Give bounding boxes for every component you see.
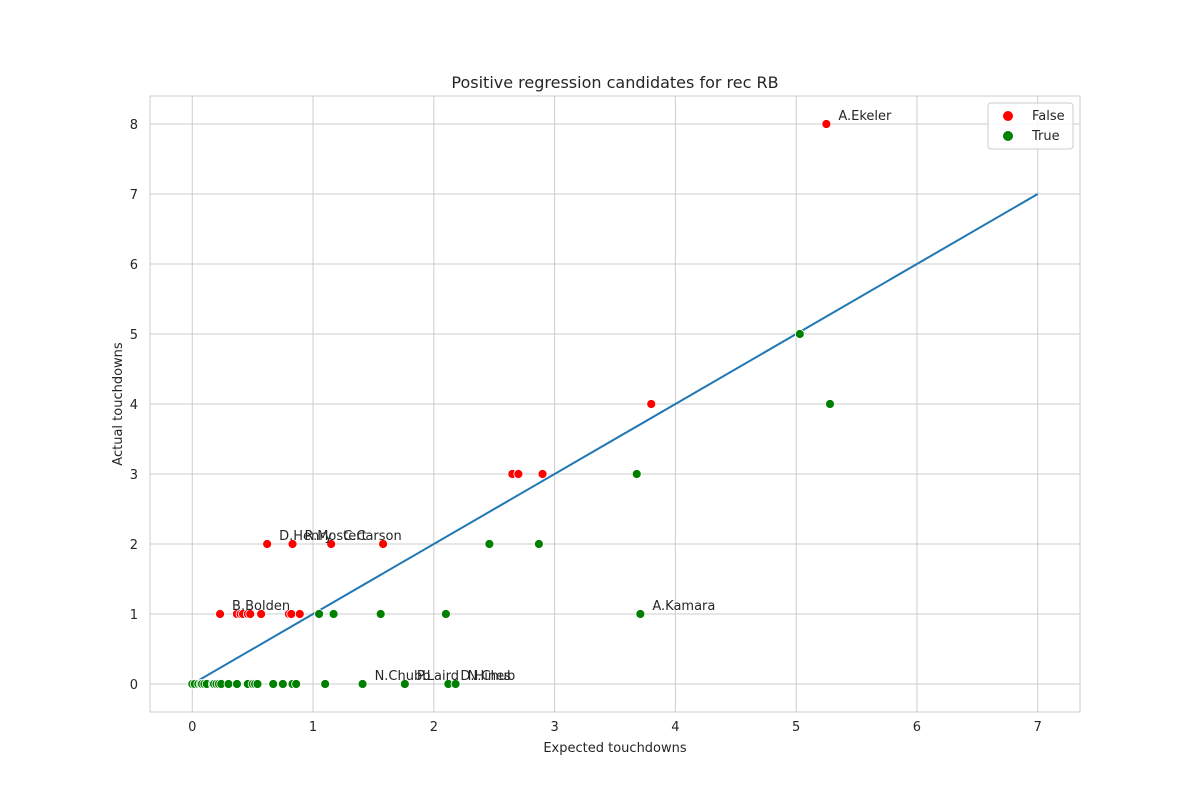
data-point-false <box>215 609 225 619</box>
y-tick-label: 8 <box>130 118 138 133</box>
point-annotation: R.Mostert <box>305 529 367 544</box>
data-point-true <box>232 679 242 689</box>
legend-label-true: True <box>1031 129 1060 144</box>
point-annotation: D.Hines <box>460 669 511 684</box>
point-annotation: D.Henry <box>279 529 333 544</box>
point-annotation: B.Bolden <box>232 599 290 614</box>
point-annotation: A.Kamara <box>652 599 715 614</box>
x-tick-label: 2 <box>430 720 438 735</box>
legend: False True <box>987 102 1074 150</box>
data-point-true <box>268 679 279 689</box>
x-tick-label: 0 <box>188 720 196 735</box>
point-annotation: A.Ekeler <box>838 109 892 124</box>
data-point-true <box>631 469 642 479</box>
x-tick-label: 3 <box>550 720 558 735</box>
data-point-true <box>450 679 461 689</box>
data-point-false <box>245 609 256 619</box>
data-point-true <box>320 679 331 689</box>
data-point-true <box>223 679 234 689</box>
x-axis-label: Expected touchdowns <box>543 741 687 756</box>
point-annotation: N.Chubb <box>375 669 431 684</box>
y-axis-ticks: 0 1 2 3 4 5 6 7 8 <box>130 118 138 693</box>
data-point-true <box>635 609 646 619</box>
data-point-true <box>252 679 263 689</box>
point-annotation: P.Laird <box>417 669 459 684</box>
legend-marker-true <box>1003 131 1013 141</box>
legend-label-false: False <box>1032 109 1065 124</box>
plot-area <box>149 95 1081 713</box>
grid <box>150 96 1080 712</box>
point-annotation: C.Carson <box>343 529 402 544</box>
data-point-false <box>513 469 524 479</box>
x-tick-label: 6 <box>913 720 921 735</box>
x-tick-label: 1 <box>309 720 317 735</box>
y-tick-label: 1 <box>130 608 138 623</box>
data-point-true <box>328 609 339 619</box>
data-point-false <box>646 399 657 409</box>
x-axis-ticks: 0 1 2 3 4 5 6 7 <box>188 720 1042 735</box>
data-point-true <box>277 679 288 689</box>
y-tick-label: 7 <box>130 188 138 203</box>
y-tick-label: 0 <box>130 678 138 693</box>
data-point-true <box>794 329 805 339</box>
x-tick-label: 4 <box>671 720 679 735</box>
x-tick-label: 7 <box>1034 720 1042 735</box>
data-point-true <box>441 609 451 619</box>
data-point-true <box>484 539 495 549</box>
data-point-true <box>375 609 386 619</box>
chart-title: Positive regression candidates for rec R… <box>451 73 778 92</box>
legend-marker-false <box>1003 111 1013 121</box>
y-tick-label: 2 <box>130 538 138 553</box>
data-point-false <box>537 469 548 479</box>
data-points <box>187 119 835 689</box>
y-tick-label: 4 <box>130 398 138 413</box>
reference-line <box>191 193 1039 685</box>
data-point-false <box>256 609 267 619</box>
data-point-true <box>399 679 410 689</box>
data-point-false <box>378 539 389 549</box>
data-point-false <box>287 539 298 549</box>
data-point-false <box>262 539 273 549</box>
point-annotation: N.Chub <box>468 669 516 684</box>
data-point-false <box>821 119 832 129</box>
data-point-true <box>825 399 835 409</box>
data-point-false <box>294 609 305 619</box>
x-tick-label: 5 <box>792 720 800 735</box>
y-tick-label: 5 <box>130 328 138 343</box>
data-point-true <box>291 679 302 689</box>
y-tick-label: 3 <box>130 468 138 483</box>
data-point-true <box>534 539 544 549</box>
y-tick-label: 6 <box>130 258 138 273</box>
data-point-false <box>326 539 337 549</box>
data-point-true <box>357 679 368 689</box>
data-point-true <box>314 609 324 619</box>
y-axis-label: Actual touchdowns <box>111 342 126 466</box>
